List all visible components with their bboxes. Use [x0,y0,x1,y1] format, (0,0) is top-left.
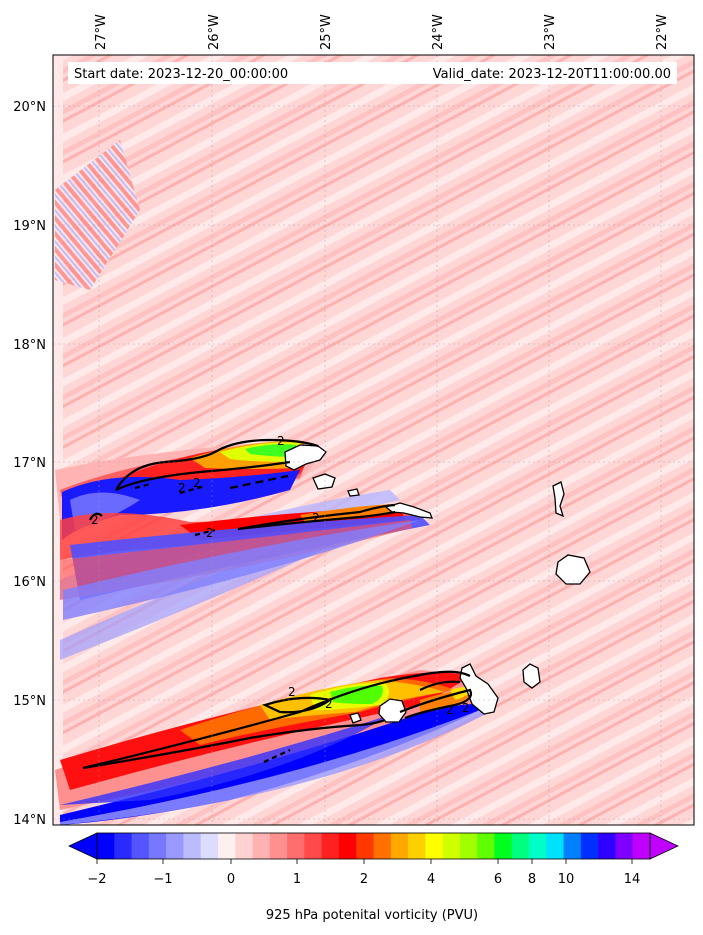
colorbar-cell [373,833,392,859]
contour-label: 2 [288,685,296,699]
lat-label: 20°N [13,100,46,115]
colorbar-tick-label: 1 [293,872,301,887]
colorbar-tick-label: −1 [153,872,172,887]
pv-field-features [53,55,495,825]
colorbar-cell [148,833,167,859]
latitude-labels: 20°N 19°N 18°N 17°N 16°N 15°N 14°N [13,100,46,828]
colorbar-cell [114,833,133,859]
colorbar-tick-label: 4 [427,872,435,887]
colorbar-cell [563,833,582,859]
contour-label: 2 [193,476,201,490]
contour-label: 2 [446,703,454,717]
colorbar-cell [529,833,547,859]
lat-label: 15°N [13,694,46,709]
islands [284,444,591,724]
colorbar-cell [287,833,305,859]
colorbar-cell [252,833,271,859]
colorbar-cell [269,833,288,859]
colorbar-extend-min [68,832,98,860]
colorbar-cell [321,833,340,859]
northern-island-wake [55,440,430,620]
colorbar-cell [390,833,409,859]
lon-label: 25°W [319,14,334,50]
colorbar-cell [442,833,461,859]
colorbar-tick-label: 2 [360,872,368,887]
colorbar-cell [304,833,323,859]
colorbar-cells [97,833,651,859]
lon-label: 22°W [655,14,670,50]
colorbar-cell [356,833,374,859]
colorbar-cell [408,833,426,859]
colorbar-cell [97,833,115,859]
colorbar-cell [494,833,513,859]
lon-label: 24°W [431,14,446,50]
contour-label: 2 [277,434,285,448]
contour-label: 2 [178,481,186,495]
colorbar-cell [235,833,254,859]
map-plot-area: 2 2 2 2 2 2 2 2 2 2 [52,54,695,826]
colorbar-tick-label: 10 [558,872,575,887]
map-frame [52,54,695,826]
colorbar-cell [425,833,444,859]
island-fogo [378,698,407,723]
island-santa-luzia [347,488,360,497]
contour-label: 2 [91,513,99,527]
lon-label: 27°W [94,14,109,50]
colorbar-cell [511,833,530,859]
start-date-label: Start date: 2023-12-20_00:00:00 [74,67,288,82]
colorbar-cell [459,833,478,859]
island-santo-antao [284,444,327,471]
colorbar-cell [477,833,495,859]
colorbar-cell [632,833,651,859]
colorbar-cell [183,833,202,859]
contour-label: 2 [312,511,320,525]
contour-label: 2 [325,697,333,711]
colorbar-cell [166,833,184,859]
colorbar-tick-label: 0 [227,872,235,887]
lat-label: 19°N [13,219,46,234]
colorbar-tick-label: 8 [528,872,536,887]
colorbar-cell [338,833,357,859]
lat-label: 16°N [13,575,46,590]
colorbar-tick-label: 14 [624,872,641,887]
colorbar-cell [580,833,599,859]
lon-label: 23°W [543,14,558,50]
lon-label: 26°W [207,14,222,50]
colorbar-title: 925 hPa potenital vorticity (PVU) [266,908,478,923]
colorbar-tick-label: 6 [494,872,502,887]
pv-2-contours [82,438,473,770]
contour-label: 2 [462,701,470,715]
colorbar-ticks [96,859,633,864]
gravity-wave-ripples [55,140,140,290]
colorbar-frame [96,832,651,860]
island-boa-vista [555,554,591,585]
island-brava [349,712,362,724]
lat-label: 18°N [13,338,46,353]
colorbar: −2 −1 0 1 2 4 6 8 10 14 925 hPa potenita… [68,832,679,923]
island-maio [522,663,541,689]
colorbar-tick-label: −2 [87,872,106,887]
island-sao-nicolau [384,502,433,519]
colorbar-cell [615,833,634,859]
lat-label: 17°N [13,456,46,471]
contour-label-group: 2 2 2 2 2 2 2 2 2 2 [91,434,470,717]
colorbar-cell [598,833,616,859]
colorbar-cell [200,833,219,859]
lat-label: 14°N [13,813,46,828]
colorbar-extend-max [649,832,679,860]
colorbar-cell [546,833,565,859]
header-box [68,62,677,84]
colorbar-cell [131,833,150,859]
contour-label: 2 [206,526,214,540]
island-sal [552,481,565,518]
valid-date-label: Valid_date: 2023-12-20T11:00:00.00 [433,67,671,82]
island-sao-vicente [312,473,336,490]
longitude-labels: 27°W 26°W 25°W 24°W 23°W 22°W [94,14,670,50]
colorbar-cell [217,833,236,859]
gridlines [53,55,694,825]
